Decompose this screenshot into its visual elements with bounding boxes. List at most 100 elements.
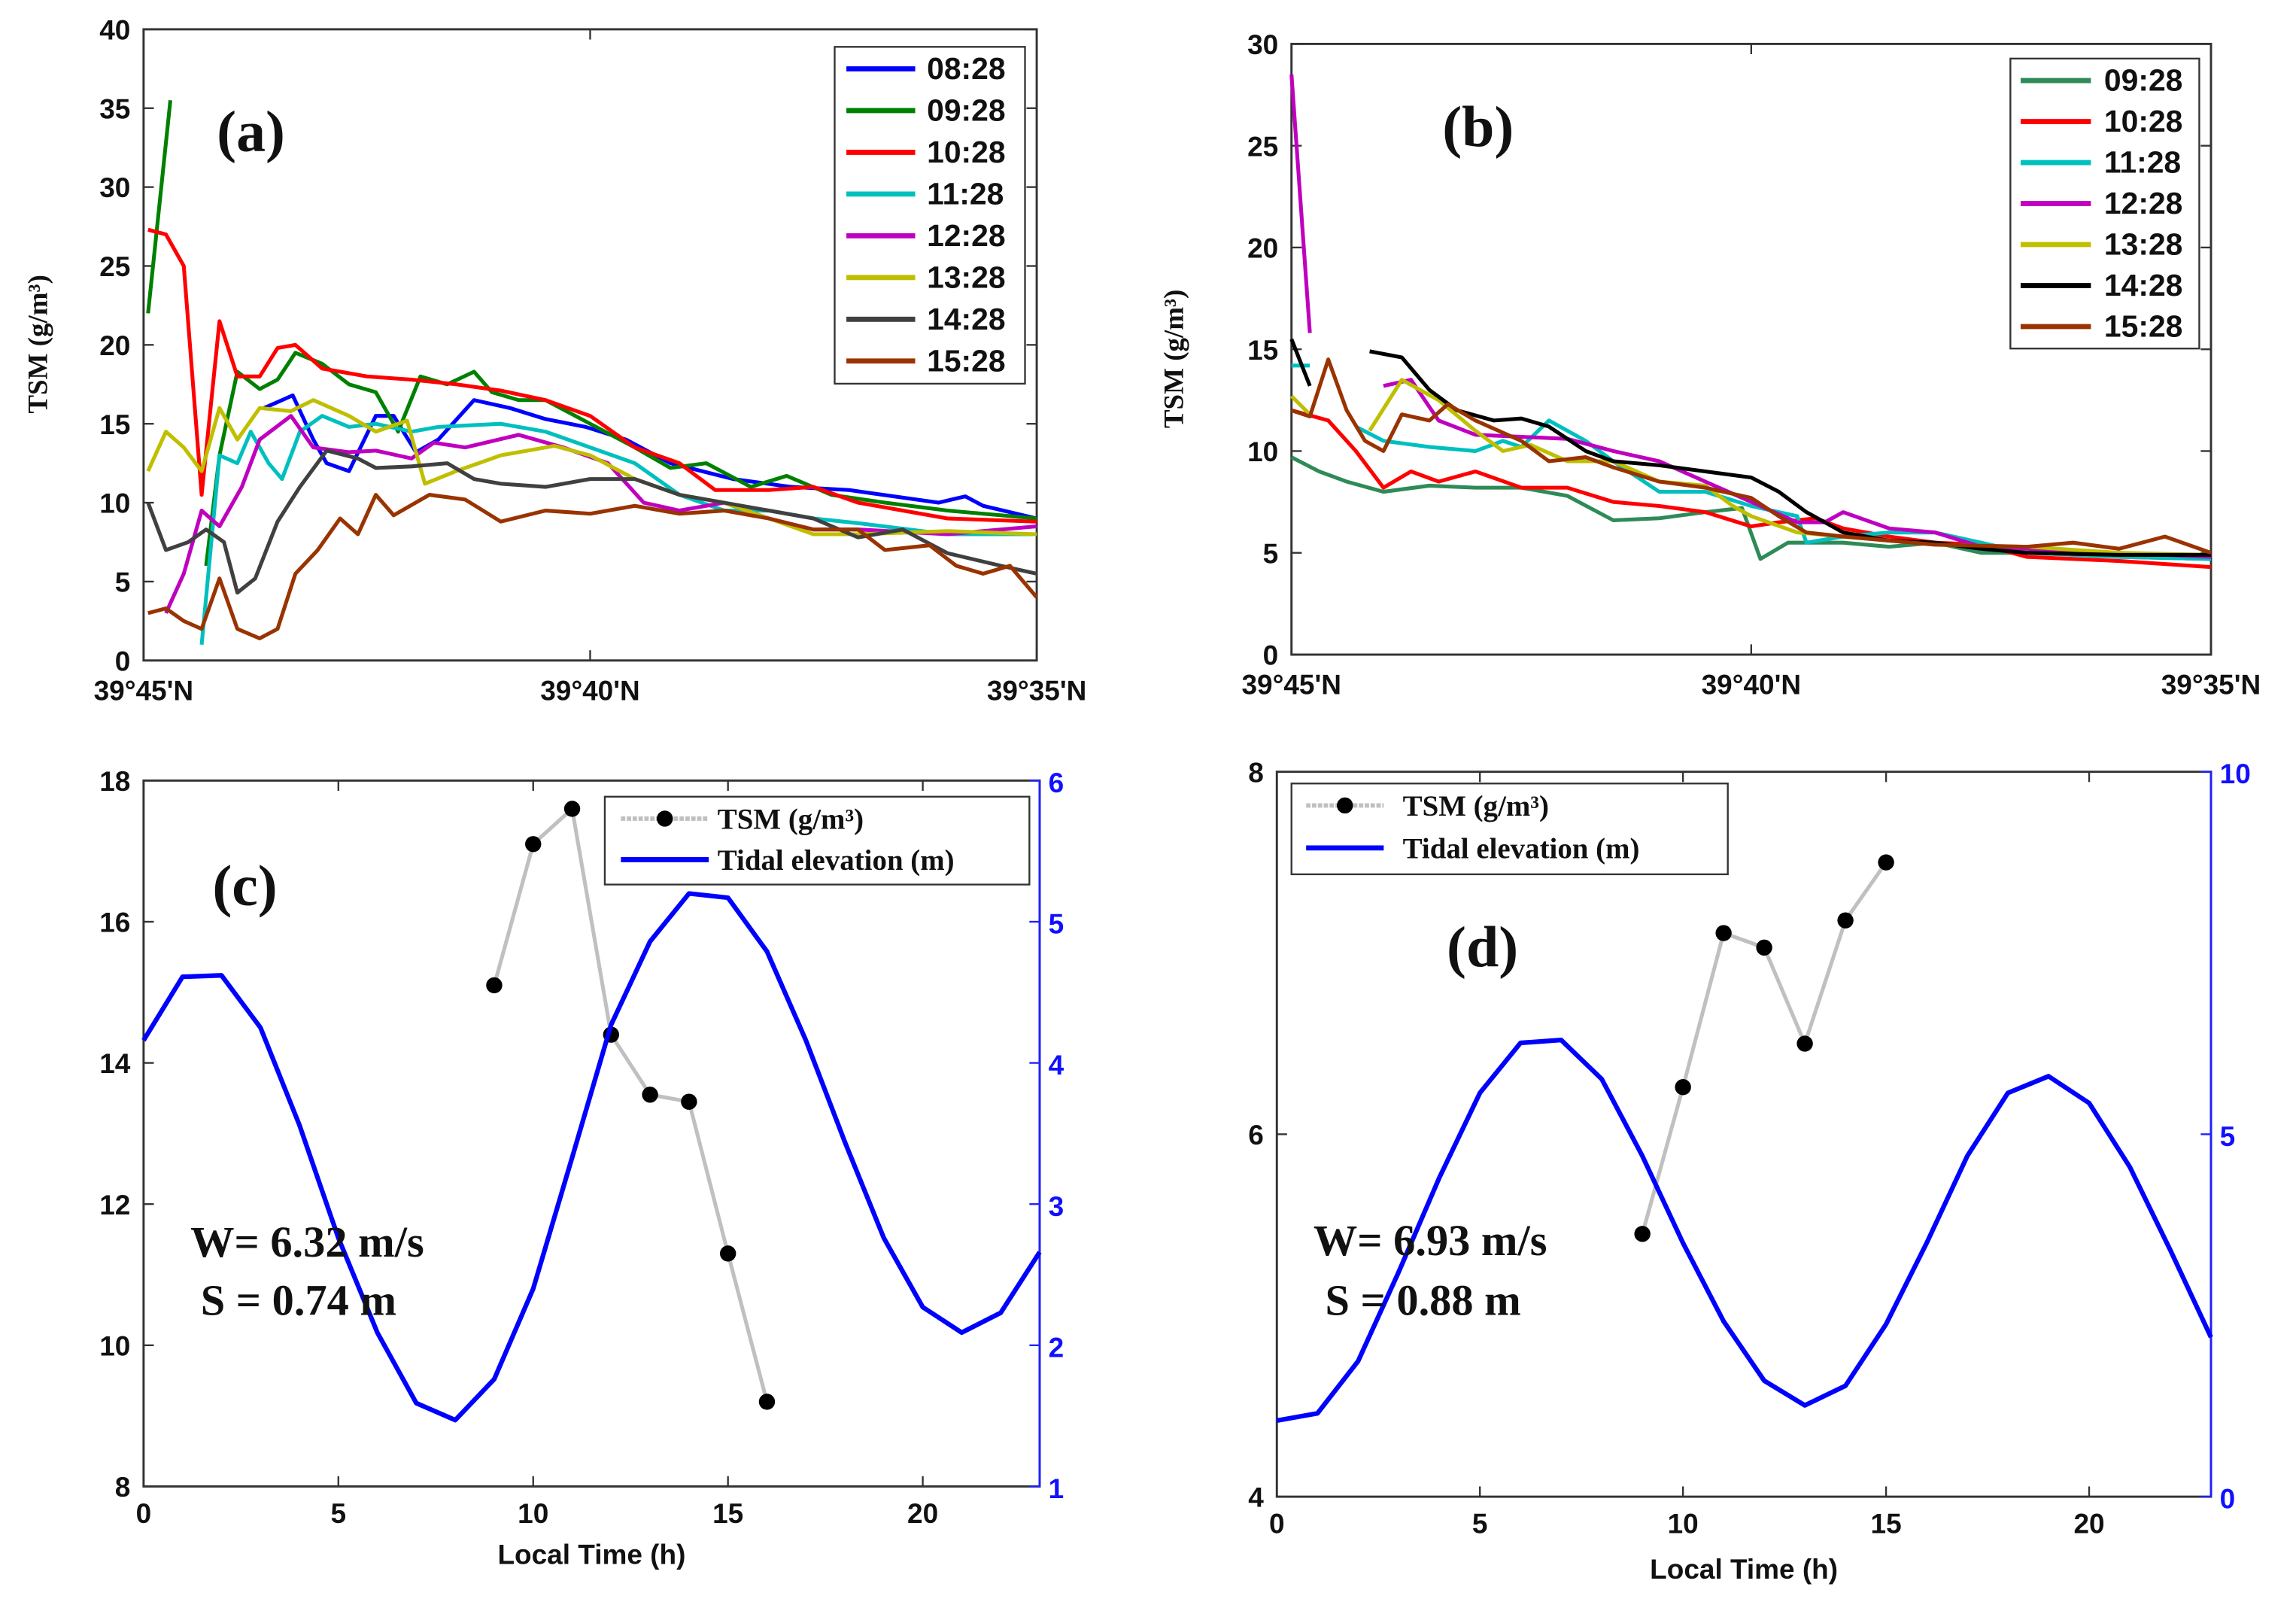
legend-label: Tidal elevation (m): [718, 844, 955, 877]
legend-label: 14:28: [2104, 268, 2183, 302]
legend-item: 11:28: [846, 177, 1004, 211]
series-line: [1355, 418, 2212, 561]
series-line: [147, 227, 1037, 524]
y2-tick-label: 5: [2220, 1121, 2236, 1152]
legend-label: 15:28: [2104, 309, 2183, 344]
data-point: [563, 801, 581, 817]
y-tick-label: 12: [99, 1190, 130, 1220]
legend-label: 12:28: [2104, 186, 2183, 220]
y-tick-label: 15: [99, 409, 130, 440]
legend: 09:28 10:28 11:28 12:28 13:28 14:28 15:28: [2009, 57, 2200, 350]
legend-box: [1290, 783, 1729, 876]
legend-item: 10:28: [2020, 104, 2183, 138]
legend-label: 10:28: [927, 135, 1006, 169]
series-tsm-g-m-: [1634, 854, 1894, 1242]
x-tick-label: 39°40'N: [1702, 670, 1802, 701]
legend-item: Tidal elevation (m): [1306, 833, 1639, 865]
annotation: W= 6.93 m/s: [1314, 1216, 1547, 1265]
x-axis-label: Local Time (h): [1650, 1554, 1838, 1585]
x-tick-label: 5: [331, 1498, 347, 1529]
data-point: [1878, 854, 1894, 871]
data-point: [758, 1394, 776, 1410]
y-tick-label: 20: [99, 330, 130, 361]
y-tick-label: 20: [1247, 233, 1278, 264]
series-09-28: [146, 100, 1037, 567]
y-tick-label: 18: [99, 766, 130, 797]
legend-item: 15:28: [846, 343, 1006, 378]
series-10-28: [147, 227, 1037, 524]
y-tick-label: 5: [115, 567, 131, 598]
y-tick-label: 10: [99, 1330, 130, 1361]
legend-marker: [1337, 797, 1353, 814]
panel-label: (a): [217, 99, 285, 163]
data-point: [486, 977, 503, 994]
series-line: [1289, 338, 1312, 387]
legend-label: 10:28: [2104, 104, 2183, 138]
y2-tick-label: 10: [2220, 758, 2251, 789]
legend-label: 11:28: [927, 177, 1004, 211]
legend-label: TSM (g/m³): [718, 804, 864, 836]
y2-tick-label: 3: [1049, 1191, 1064, 1222]
data-point: [1675, 1079, 1691, 1096]
y-tick-label: 35: [99, 93, 130, 124]
legend-item: 08:28: [846, 51, 1006, 86]
series-tidal-elevation-m-: [1276, 1038, 2213, 1423]
series-line: [1290, 357, 2212, 555]
y2-tick-label: 6: [1049, 768, 1064, 798]
legend: 08:28 09:28 10:28 11:28 12:28 13:28 14:28 15:28: [834, 46, 1026, 385]
series-15-28: [147, 493, 1039, 640]
series-line: [147, 493, 1039, 640]
legend-item: 15:28: [2020, 309, 2183, 344]
legend-label: 13:28: [927, 260, 1006, 294]
legend-label: Tidal elevation (m): [1403, 833, 1640, 865]
legend-item: 10:28: [846, 135, 1006, 169]
annotation: S = 0.74 m: [201, 1276, 396, 1325]
series-09-28: [1290, 455, 2212, 561]
y-tick-label: 16: [99, 907, 130, 938]
chart-b: 39°45'N 39°40'N 39°35'N 0 5 10 15 20 25 30 TSM (g/…: [1159, 29, 2261, 701]
x-tick-label: 0: [136, 1498, 152, 1529]
legend: TSM (g/m³) Tidal elevation (m): [603, 795, 1031, 886]
y-tick-label: 10: [99, 488, 130, 519]
data-point: [642, 1087, 658, 1103]
data-point: [1796, 1035, 1813, 1052]
legend-box: [834, 46, 1026, 385]
y2-tick-label: 0: [2220, 1484, 2236, 1515]
series-line: [263, 393, 1037, 521]
legend-label: TSM (g/m³): [1403, 790, 1549, 822]
y2-tick-label: 4: [1049, 1050, 1064, 1081]
series-line: [1276, 1038, 2213, 1423]
y-tick-label: 25: [1247, 131, 1278, 162]
legend-marker: [657, 810, 673, 827]
data-point: [1715, 925, 1732, 941]
data-point: [1634, 1226, 1651, 1242]
series-line: [492, 807, 769, 1403]
legend-label: 12:28: [927, 218, 1006, 253]
legend-item: TSM (g/m³): [621, 804, 864, 836]
y-tick-label: 14: [99, 1048, 131, 1079]
series-15-28: [1290, 357, 2212, 555]
legend-item: 09:28: [846, 93, 1006, 128]
y-tick-label: 4: [1248, 1482, 1264, 1513]
legend-item: Tidal elevation (m): [621, 844, 955, 877]
series-line: [146, 100, 172, 314]
legend-item: 14:28: [2020, 268, 2183, 302]
y-tick-label: 30: [1247, 29, 1278, 60]
y-tick-label: 0: [115, 646, 131, 676]
x-tick-label: 0: [1269, 1509, 1285, 1540]
legend-label: 09:28: [927, 93, 1006, 128]
y2-tick-label: 5: [1049, 909, 1064, 940]
data-point: [719, 1245, 736, 1262]
legend-label: 08:28: [927, 51, 1006, 86]
y-tick-label: 40: [99, 15, 130, 46]
x-tick-label: 5: [1472, 1509, 1488, 1540]
legend-label: 15:28: [927, 343, 1006, 378]
annotation: W= 6.32 m/s: [190, 1217, 424, 1266]
series-tidal-elevation-m-: [141, 891, 1042, 1423]
x-tick-label: 39°45'N: [94, 675, 194, 706]
x-tick-label: 15: [1871, 1509, 1902, 1540]
data-point: [681, 1093, 697, 1110]
y-tick-label: 0: [1263, 640, 1279, 671]
